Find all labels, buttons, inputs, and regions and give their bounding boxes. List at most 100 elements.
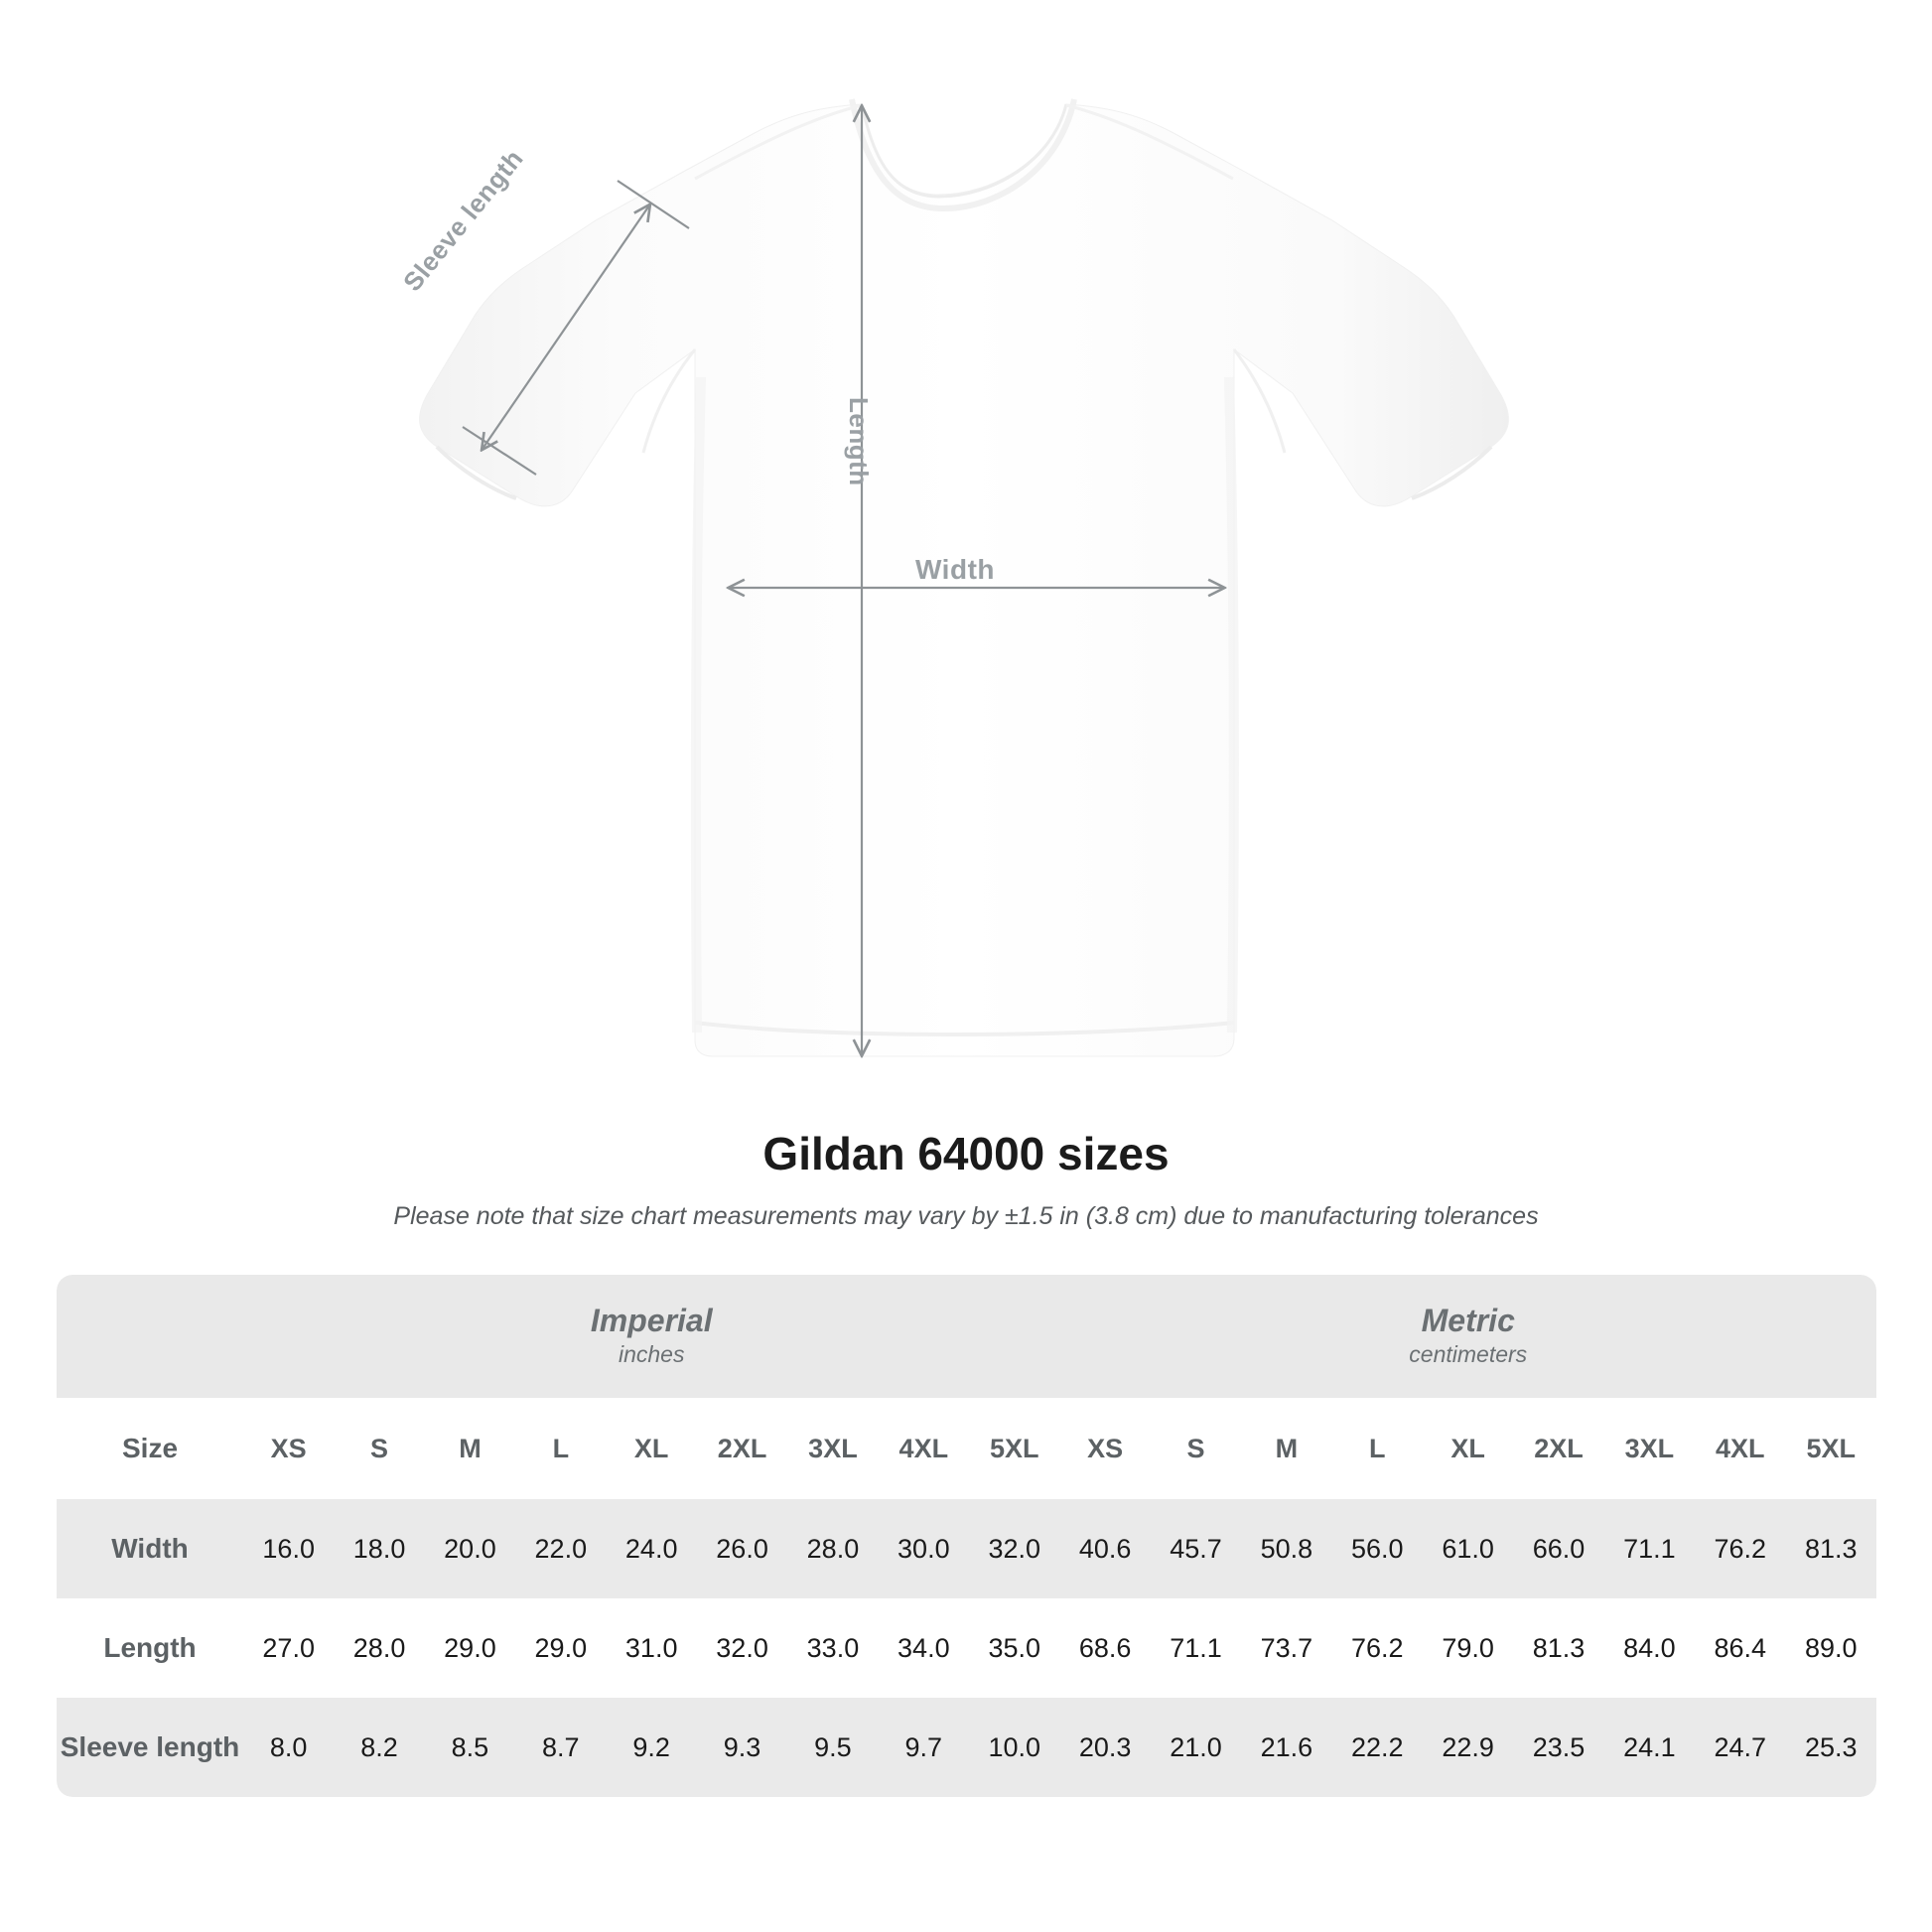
measurement-cell: 9.5 xyxy=(787,1698,879,1797)
length-label: Length xyxy=(844,397,874,486)
size-column-header: 5XL xyxy=(1785,1398,1876,1499)
measurement-cell: 76.2 xyxy=(1695,1499,1786,1598)
measurement-cell: 30.0 xyxy=(878,1499,969,1598)
table-row: Width 16.0 18.0 20.0 22.0 24.0 26.0 28.0 30.0 32.… xyxy=(57,1499,1876,1598)
size-column-header: 4XL xyxy=(878,1398,969,1499)
measurement-cell: 22.2 xyxy=(1331,1698,1423,1797)
size-column-header: 3XL xyxy=(1603,1398,1696,1499)
measurement-row-label: Sleeve length xyxy=(57,1698,243,1797)
size-column-header: S xyxy=(334,1398,425,1499)
unit-group-name: Metric xyxy=(1421,1302,1515,1338)
measurement-cell: 50.8 xyxy=(1241,1499,1332,1598)
size-column-header: S xyxy=(1150,1398,1242,1499)
size-column-header: 5XL xyxy=(969,1398,1060,1499)
size-chart-table: Imperial inches Metric centimeters Size XS S M L… xyxy=(57,1275,1876,1797)
measurement-cell: 28.0 xyxy=(787,1499,879,1598)
measurement-row-label: Length xyxy=(57,1598,243,1698)
measurement-cell: 8.5 xyxy=(424,1698,516,1797)
size-column-header: 2XL xyxy=(1513,1398,1604,1499)
size-column-header: L xyxy=(1331,1398,1423,1499)
page-title: Gildan 64000 sizes xyxy=(762,1128,1170,1179)
sleeve-tick-bottom xyxy=(462,426,537,476)
size-header-row: Size XS S M L XL 2XL 3XL 4XL 5XL XS S M L XL 2XL 3XL 4XL 5… xyxy=(57,1398,1876,1499)
measurement-cell: 22.9 xyxy=(1422,1698,1514,1797)
unit-group-name: Imperial xyxy=(590,1302,713,1338)
size-column-header: XL xyxy=(606,1398,697,1499)
measurement-cell: 28.0 xyxy=(334,1598,425,1698)
measurement-cell: 33.0 xyxy=(787,1598,879,1698)
sleeve-tick-top xyxy=(617,180,690,229)
measurement-cell: 76.2 xyxy=(1331,1598,1423,1698)
measurement-cell: 10.0 xyxy=(969,1698,1060,1797)
measurement-cell: 45.7 xyxy=(1150,1499,1242,1598)
chart-heading: Gildan 64000 sizes Please note that size… xyxy=(0,1127,1932,1231)
measurement-cell: 35.0 xyxy=(969,1598,1060,1698)
measurement-cell: 24.0 xyxy=(606,1499,697,1598)
measurement-cell: 29.0 xyxy=(424,1598,516,1698)
unit-group-unit: centimeters xyxy=(1409,1341,1528,1368)
measurement-cell: 32.0 xyxy=(696,1598,788,1698)
measurement-cell: 81.3 xyxy=(1785,1499,1876,1598)
measurement-cell: 86.4 xyxy=(1695,1598,1786,1698)
size-column-header: 2XL xyxy=(696,1398,788,1499)
measurement-cell: 9.2 xyxy=(606,1698,697,1797)
measurement-cell: 29.0 xyxy=(515,1598,607,1698)
size-column-header: 3XL xyxy=(787,1398,879,1499)
measurement-cell: 23.5 xyxy=(1513,1698,1604,1797)
measurement-cell: 27.0 xyxy=(243,1598,335,1698)
measurement-cell: 71.1 xyxy=(1150,1598,1242,1698)
measurement-cell: 20.0 xyxy=(424,1499,516,1598)
measurement-cell: 61.0 xyxy=(1422,1499,1514,1598)
measurement-cell: 24.1 xyxy=(1603,1698,1696,1797)
measurement-cell: 9.3 xyxy=(696,1698,788,1797)
table-row: Length 27.0 28.0 29.0 29.0 31.0 32.0 33.0 34.0 35… xyxy=(57,1598,1876,1698)
measurement-cell: 24.7 xyxy=(1695,1698,1786,1797)
measurement-guides xyxy=(462,107,1223,1054)
measurement-cell: 20.3 xyxy=(1059,1698,1151,1797)
unit-group-metric: Metric centimeters xyxy=(1059,1275,1876,1398)
unit-banner-spacer xyxy=(57,1275,243,1398)
size-column-header: XL xyxy=(1422,1398,1514,1499)
measurement-cell: 32.0 xyxy=(969,1499,1060,1598)
size-header-label: Size xyxy=(57,1398,243,1499)
measurement-cell: 21.0 xyxy=(1150,1698,1242,1797)
measurement-row-label: Width xyxy=(57,1499,243,1598)
measurement-cell: 56.0 xyxy=(1331,1499,1423,1598)
measurement-cell: 21.6 xyxy=(1241,1698,1332,1797)
measurement-cell: 40.6 xyxy=(1059,1499,1151,1598)
measurement-cell: 71.1 xyxy=(1603,1499,1696,1598)
size-chart-table-container: Imperial inches Metric centimeters Size XS S M L… xyxy=(57,1275,1876,1797)
measurement-cell: 18.0 xyxy=(334,1499,425,1598)
size-column-header: XS xyxy=(1059,1398,1151,1499)
size-column-header: XS xyxy=(243,1398,335,1499)
tolerance-note: Please note that size chart measurements… xyxy=(393,1202,1539,1230)
measurement-cell: 8.7 xyxy=(515,1698,607,1797)
table-row: Sleeve length 8.0 8.2 8.5 8.7 9.2 9.3 9.5 9.7 10.… xyxy=(57,1698,1876,1797)
tshirt-measurement-diagram: Sleeve length Length Width xyxy=(397,98,1509,1112)
measurement-cell: 79.0 xyxy=(1422,1598,1514,1698)
measurement-cell: 68.6 xyxy=(1059,1598,1151,1698)
tshirt-illustration xyxy=(419,98,1509,1112)
size-column-header: M xyxy=(424,1398,516,1499)
unit-group-unit: inches xyxy=(618,1341,685,1368)
measurement-cell: 81.3 xyxy=(1513,1598,1604,1698)
sleeve-arrow xyxy=(483,206,649,449)
measurement-cell: 8.0 xyxy=(243,1698,335,1797)
width-label: Width xyxy=(915,554,995,585)
measurement-cell: 84.0 xyxy=(1603,1598,1696,1698)
unit-group-imperial: Imperial inches xyxy=(243,1275,1060,1398)
measurement-cell: 73.7 xyxy=(1241,1598,1332,1698)
size-column-header: L xyxy=(515,1398,607,1499)
measurement-cell: 22.0 xyxy=(515,1499,607,1598)
measurement-cell: 89.0 xyxy=(1785,1598,1876,1698)
measurement-cell: 25.3 xyxy=(1785,1698,1876,1797)
measurement-cell: 9.7 xyxy=(878,1698,969,1797)
size-column-header: M xyxy=(1241,1398,1332,1499)
size-column-header: 4XL xyxy=(1695,1398,1786,1499)
measurement-cell: 26.0 xyxy=(696,1499,788,1598)
measurement-cell: 31.0 xyxy=(606,1598,697,1698)
measurement-cell: 34.0 xyxy=(878,1598,969,1698)
measurement-cell: 16.0 xyxy=(243,1499,335,1598)
measurement-cell: 66.0 xyxy=(1513,1499,1604,1598)
measurement-cell: 8.2 xyxy=(334,1698,425,1797)
